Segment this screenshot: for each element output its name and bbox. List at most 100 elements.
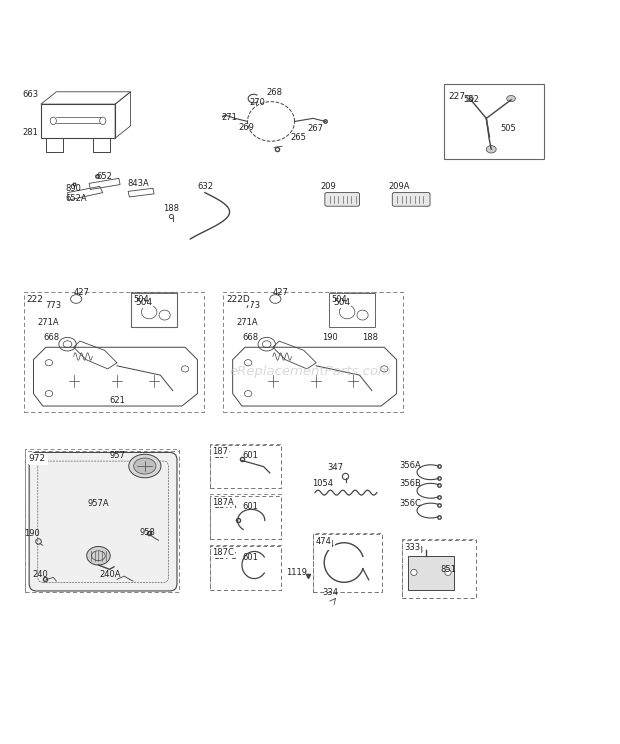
- Bar: [131, 292, 177, 327]
- Text: 652A: 652A: [65, 194, 87, 203]
- Text: 222D: 222D: [226, 295, 250, 304]
- Bar: [210, 545, 281, 590]
- Bar: [223, 292, 403, 412]
- Text: 773: 773: [45, 301, 61, 310]
- Text: 281: 281: [22, 128, 38, 137]
- Text: 209A: 209A: [388, 182, 409, 191]
- Text: 668: 668: [242, 333, 259, 341]
- Bar: [25, 451, 179, 591]
- Text: 621: 621: [110, 397, 125, 405]
- Ellipse shape: [134, 458, 156, 474]
- Text: 187C: 187C: [214, 552, 237, 561]
- Text: 562: 562: [463, 94, 479, 103]
- Text: 504: 504: [331, 295, 347, 304]
- Text: 427: 427: [74, 287, 89, 297]
- Text: 268: 268: [267, 89, 283, 97]
- Text: 843A: 843A: [128, 179, 149, 188]
- Text: 187: 187: [212, 447, 228, 456]
- Text: 267: 267: [308, 124, 324, 133]
- Text: 652: 652: [96, 173, 112, 182]
- Text: 187: 187: [214, 451, 231, 460]
- Text: 334: 334: [322, 588, 339, 597]
- Text: 333: 333: [406, 546, 423, 555]
- Bar: [329, 293, 375, 327]
- Text: 190: 190: [322, 333, 338, 341]
- Text: 271: 271: [221, 113, 237, 122]
- FancyBboxPatch shape: [392, 193, 430, 206]
- Text: 271A: 271A: [236, 318, 258, 327]
- Text: 601: 601: [242, 451, 258, 461]
- Bar: [329, 292, 375, 327]
- Text: 958: 958: [140, 527, 156, 536]
- Text: 222: 222: [27, 295, 43, 304]
- Ellipse shape: [486, 146, 496, 153]
- Text: 356B: 356B: [400, 479, 422, 488]
- FancyBboxPatch shape: [325, 193, 360, 206]
- Text: 668: 668: [43, 333, 60, 341]
- Text: 187A: 187A: [212, 498, 234, 507]
- Bar: [210, 445, 281, 488]
- Text: 474: 474: [317, 539, 334, 548]
- Bar: [313, 534, 383, 591]
- Text: 270: 270: [249, 97, 265, 106]
- Text: 663: 663: [22, 89, 38, 98]
- Text: 269: 269: [239, 123, 255, 132]
- Bar: [223, 292, 403, 412]
- Bar: [444, 84, 544, 158]
- Text: 356C: 356C: [400, 499, 422, 508]
- Text: 222: 222: [29, 298, 45, 307]
- Text: 474: 474: [316, 537, 332, 546]
- Bar: [210, 496, 281, 539]
- Text: 347: 347: [327, 464, 343, 472]
- Text: 356A: 356A: [400, 461, 422, 469]
- Text: 972: 972: [28, 454, 45, 463]
- Bar: [210, 443, 281, 488]
- Text: 1054: 1054: [312, 479, 333, 488]
- Text: 187C: 187C: [212, 548, 234, 557]
- FancyBboxPatch shape: [29, 452, 177, 591]
- Bar: [313, 533, 383, 591]
- Bar: [131, 293, 177, 327]
- Text: 957A: 957A: [87, 499, 109, 508]
- Text: 187A: 187A: [214, 501, 237, 510]
- Text: 240A: 240A: [100, 570, 121, 580]
- Bar: [25, 449, 179, 591]
- Text: 265: 265: [291, 133, 307, 142]
- Text: 190: 190: [24, 530, 40, 539]
- Bar: [402, 540, 476, 597]
- Bar: [402, 539, 476, 597]
- Text: 504: 504: [133, 295, 149, 304]
- Bar: [24, 292, 203, 412]
- Text: 504: 504: [135, 298, 152, 307]
- Text: 632: 632: [197, 182, 213, 190]
- Text: 240: 240: [33, 570, 48, 580]
- Text: 333: 333: [404, 543, 420, 552]
- Ellipse shape: [87, 546, 110, 565]
- Text: 504: 504: [333, 298, 350, 307]
- Text: 188: 188: [363, 333, 379, 341]
- Text: 773: 773: [244, 301, 260, 310]
- Text: 427: 427: [273, 287, 289, 297]
- Bar: [210, 546, 281, 590]
- Text: 851: 851: [440, 565, 456, 574]
- Ellipse shape: [507, 95, 515, 102]
- Text: 601: 601: [242, 502, 258, 511]
- Text: 188: 188: [163, 204, 179, 213]
- Ellipse shape: [464, 95, 473, 102]
- Text: 505: 505: [500, 124, 516, 132]
- Text: 271A: 271A: [37, 318, 59, 327]
- Ellipse shape: [445, 569, 451, 576]
- Text: 601: 601: [242, 553, 258, 562]
- Text: 227: 227: [448, 92, 465, 100]
- Text: 957: 957: [110, 451, 125, 460]
- Text: 222D: 222D: [228, 298, 252, 307]
- Text: 209: 209: [320, 182, 335, 191]
- Bar: [210, 495, 281, 539]
- Bar: [408, 556, 454, 590]
- Text: 890: 890: [65, 185, 81, 193]
- Text: 972: 972: [30, 455, 47, 464]
- Bar: [24, 292, 203, 412]
- Ellipse shape: [411, 569, 417, 576]
- Ellipse shape: [129, 455, 161, 478]
- Text: 1119: 1119: [286, 568, 307, 577]
